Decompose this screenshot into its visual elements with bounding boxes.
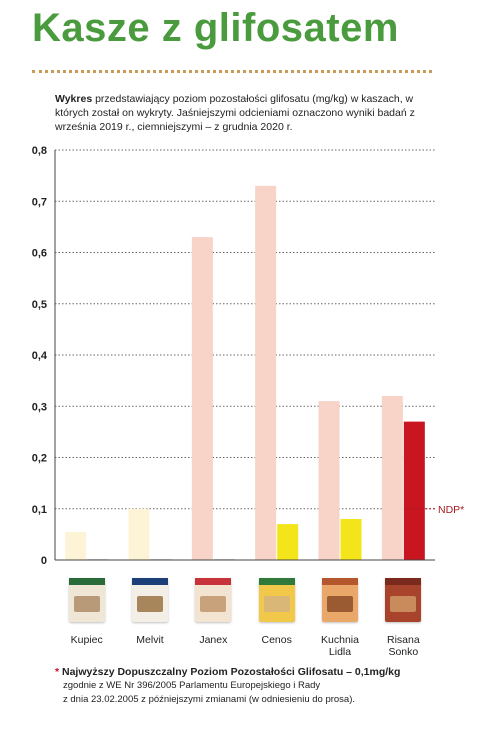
footnote-star: * bbox=[55, 666, 60, 678]
bar-2019 bbox=[318, 401, 340, 560]
x-tick-label: Kupiec bbox=[71, 634, 103, 646]
chart-description: Wykres przedstawiający poziom pozostałoś… bbox=[55, 92, 430, 134]
package-band bbox=[68, 578, 105, 585]
description-text: przedstawiający poziom pozostałości glif… bbox=[55, 93, 415, 133]
kuchnia-lidla-package-icon bbox=[322, 578, 358, 622]
description-bold: Wykres bbox=[55, 93, 93, 105]
kupiec-package-icon bbox=[68, 578, 105, 622]
footnote-line-1: * Najwyższy Dopuszczalny Poziom Pozostał… bbox=[55, 665, 475, 679]
y-axis: 0 0,1 0,2 0,3 0,4 0,5 0,6 0,7 0,8 bbox=[32, 145, 435, 567]
package-band bbox=[322, 578, 358, 585]
x-tick-label: Sonko bbox=[388, 646, 418, 658]
bar-2020 bbox=[87, 558, 109, 560]
package-band bbox=[132, 578, 168, 585]
bar-2020 bbox=[403, 421, 425, 560]
bar-2019 bbox=[128, 508, 150, 560]
y-tick-label: 0,5 bbox=[32, 299, 47, 311]
cenos-package-icon bbox=[258, 578, 295, 622]
y-tick-label: 0,1 bbox=[32, 504, 47, 516]
bar-2020 bbox=[277, 524, 299, 560]
x-tick-label: Lidla bbox=[329, 646, 351, 658]
bar-2019 bbox=[381, 396, 403, 560]
bar-2020 bbox=[213, 558, 235, 560]
footnote: * Najwyższy Dopuszczalny Poziom Pozostał… bbox=[55, 665, 475, 707]
bars bbox=[65, 185, 425, 560]
package-band bbox=[258, 578, 295, 585]
package-window bbox=[390, 596, 417, 612]
y-tick-label: 0,8 bbox=[32, 145, 47, 157]
dotted-divider bbox=[32, 70, 432, 73]
bar-2020 bbox=[150, 558, 172, 560]
grid-lines bbox=[55, 149, 435, 510]
y-tick-label: 0,3 bbox=[32, 401, 47, 413]
bar-2019 bbox=[65, 531, 87, 560]
y-tick-label: 0 bbox=[41, 555, 47, 567]
y-tick-label: 0,6 bbox=[32, 248, 47, 260]
package-window bbox=[137, 596, 163, 612]
ndp-marker: NDP* bbox=[405, 504, 464, 516]
ndp-label: NDP* bbox=[438, 504, 464, 516]
y-tick-label: 0,2 bbox=[32, 453, 47, 465]
x-tick-label: Kuchnia bbox=[321, 634, 359, 646]
package-window bbox=[73, 596, 100, 612]
package-window bbox=[200, 596, 227, 612]
package-window bbox=[263, 596, 290, 612]
bar-2020 bbox=[340, 519, 362, 560]
footnote-line-3: z dnia 23.02.2005 z późniejszymi zmianam… bbox=[63, 694, 356, 705]
y-tick-label: 0,7 bbox=[32, 196, 47, 208]
footnote-line-1-text: Najwyższy Dopuszczalny Poziom Pozostałoś… bbox=[59, 666, 401, 678]
y-tick-label: 0,4 bbox=[32, 350, 48, 362]
x-tick-label: Janex bbox=[199, 634, 228, 646]
package-band bbox=[195, 578, 232, 585]
bar-chart: 0 0,1 0,2 0,3 0,4 0,5 0,6 0,7 0,8 NDP* Kupiec Mel… bbox=[32, 145, 465, 658]
footnote-line-2: zgodnie z WE Nr 396/2005 Parlamentu Euro… bbox=[63, 680, 321, 691]
bar-2019 bbox=[255, 185, 277, 560]
page-title: Kasze z glifosatem bbox=[32, 6, 399, 50]
x-tick-label: Melvit bbox=[136, 634, 164, 646]
package-band bbox=[385, 578, 422, 585]
janex-package-icon bbox=[195, 578, 232, 622]
melvit-package-icon bbox=[132, 578, 168, 622]
package-window bbox=[327, 596, 353, 612]
bar-2019 bbox=[191, 237, 213, 560]
x-tick-label: Risana bbox=[387, 634, 420, 646]
risana-sonko-package-icon bbox=[385, 578, 422, 622]
x-tick-label: Cenos bbox=[261, 634, 291, 646]
